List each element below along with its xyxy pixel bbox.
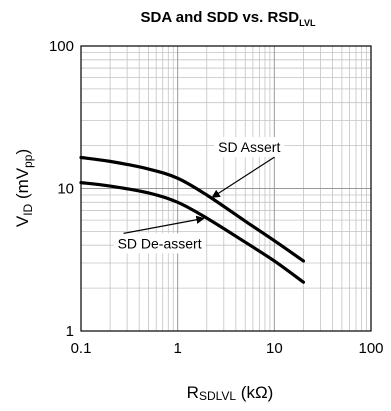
chart-title: SDA and SDD vs. RSDLVL — [141, 9, 316, 28]
annotation-label: SD Assert — [218, 139, 280, 155]
series-line — [79, 181, 306, 284]
annotation-layer: SD Assert SD De-assert — [113, 137, 285, 254]
plot-frame — [80, 45, 372, 332]
series-layer — [79, 155, 306, 284]
annotation-arrow — [211, 156, 275, 198]
x-tick-label: 10 — [266, 340, 283, 357]
annotation-arrow — [123, 215, 205, 234]
x-axis-label: RSDLVL (kΩ) — [187, 383, 274, 403]
y-tick-label: 100 — [49, 38, 74, 55]
annotation-background — [113, 233, 206, 254]
y-tick-label: 1 — [66, 323, 74, 340]
x-tick-label: 100 — [358, 340, 383, 357]
annotation-label: SD De-assert — [118, 235, 202, 251]
x-tick-label: 1 — [173, 340, 181, 357]
annotation-background — [214, 137, 285, 158]
y-tick-label: 10 — [57, 181, 74, 198]
series-line — [79, 155, 306, 263]
x-tick-label: 0.1 — [71, 340, 92, 357]
y-axis-label: VID (mVpp) — [13, 149, 35, 227]
